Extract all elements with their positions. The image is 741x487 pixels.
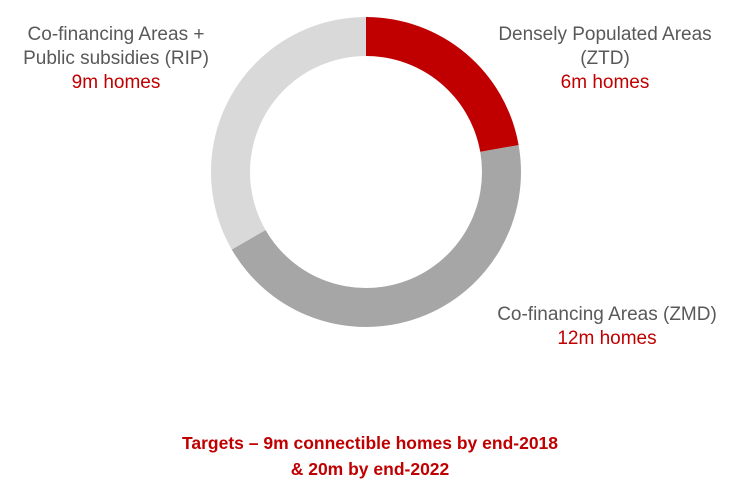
targets-line2: & 20m by end-2022: [290, 459, 450, 479]
slice-value-ztd: 6m homes: [560, 72, 650, 93]
slice-ztd: [366, 17, 519, 152]
slice-label-ztd: Densely Populated Areas (ZTD) 6m homes: [474, 23, 736, 95]
slice-label-ztd-line2: (ZTD): [580, 48, 630, 69]
slice-zmd: [231, 145, 522, 327]
slice-label-rip-line2: Public subsidies (RIP): [23, 48, 209, 69]
slice-value-rip: 9m homes: [71, 72, 161, 93]
slice-value-zmd: 12m homes: [557, 328, 657, 349]
slice-label-ztd-line1: Densely Populated Areas: [498, 24, 712, 45]
targets-note: Targets – 9m connectible homes by end-20…: [100, 430, 640, 482]
slice-label-zmd-line1: Co-financing Areas (ZMD): [497, 304, 717, 325]
slice-label-zmd: Co-financing Areas (ZMD) 12m homes: [476, 303, 738, 351]
targets-line1: Targets – 9m connectible homes by end-20…: [181, 433, 559, 453]
slice-rip: [210, 17, 366, 250]
slice-label-rip: Co-financing Areas + Public subsidies (R…: [0, 23, 232, 95]
slice-label-rip-line1: Co-financing Areas +: [27, 24, 205, 45]
